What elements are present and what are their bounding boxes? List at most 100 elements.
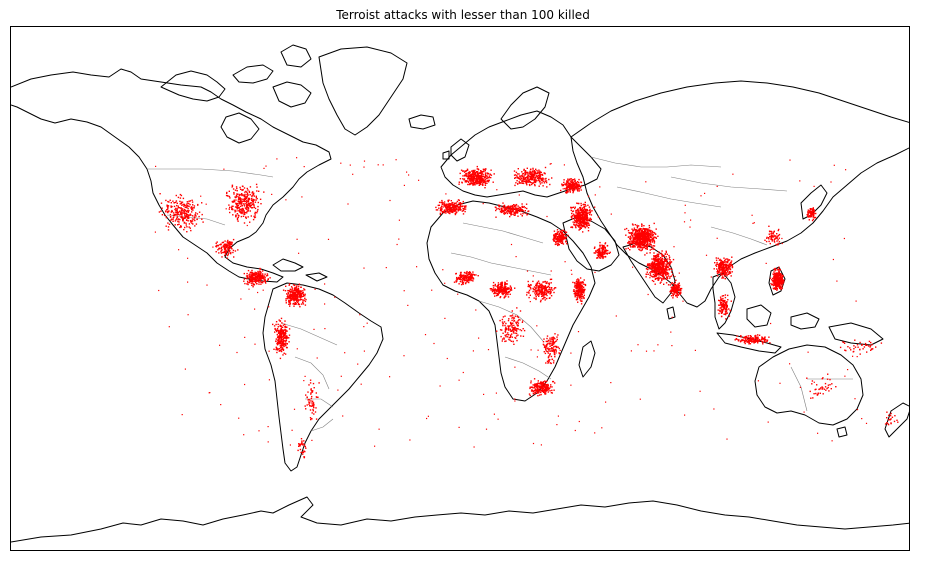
attack-point bbox=[653, 240, 656, 243]
attack-point bbox=[513, 320, 515, 322]
attack-point bbox=[264, 276, 266, 279]
attack-point bbox=[505, 293, 508, 295]
attack-point bbox=[453, 281, 456, 283]
map-frame[interactable] bbox=[10, 26, 910, 551]
attack-point bbox=[576, 283, 579, 286]
attack-point bbox=[539, 285, 541, 287]
attack-point bbox=[518, 173, 520, 175]
attack-point bbox=[482, 175, 484, 177]
attack-point bbox=[311, 412, 313, 414]
attack-point bbox=[246, 280, 249, 283]
attack-point bbox=[529, 387, 531, 390]
attack-point bbox=[248, 198, 250, 201]
attack-point bbox=[544, 166, 547, 169]
attack-point bbox=[471, 170, 473, 172]
attack-point bbox=[650, 243, 652, 246]
attack-point bbox=[251, 284, 253, 286]
attack-point bbox=[581, 212, 584, 214]
attack-point bbox=[575, 187, 577, 190]
attack-point bbox=[295, 298, 297, 300]
attack-point bbox=[509, 315, 511, 317]
attack-point bbox=[634, 233, 636, 235]
attack-point bbox=[644, 247, 647, 250]
attack-point bbox=[529, 171, 531, 173]
attack-point bbox=[256, 277, 259, 279]
attack-point bbox=[297, 300, 300, 302]
attack-point bbox=[466, 276, 469, 278]
attack-point bbox=[300, 290, 303, 292]
attack-point bbox=[477, 173, 479, 175]
attack-point bbox=[258, 276, 261, 278]
attack-point bbox=[583, 219, 586, 221]
attack-point bbox=[510, 340, 512, 342]
attack-point bbox=[507, 296, 510, 298]
attack-point bbox=[598, 253, 601, 255]
attack-point bbox=[503, 213, 506, 215]
attack-point bbox=[166, 205, 168, 207]
attack-point bbox=[542, 389, 544, 391]
attack-point bbox=[158, 211, 161, 213]
attack-point bbox=[248, 281, 251, 284]
attack-point bbox=[284, 329, 287, 331]
attack-point bbox=[463, 271, 466, 274]
attack-point bbox=[176, 204, 178, 207]
attack-point bbox=[496, 285, 498, 288]
attack-point bbox=[582, 231, 584, 233]
attack-point bbox=[532, 393, 535, 395]
attack-point bbox=[584, 223, 586, 225]
attack-point bbox=[252, 286, 254, 288]
attack-point bbox=[305, 394, 307, 396]
attack-point bbox=[567, 183, 569, 185]
attack-point bbox=[202, 221, 204, 223]
attack-point bbox=[579, 185, 581, 188]
attack-point bbox=[452, 207, 454, 210]
attack-point bbox=[540, 288, 542, 291]
attack-point bbox=[460, 203, 462, 205]
attack-point bbox=[469, 175, 471, 177]
attack-point bbox=[544, 392, 546, 394]
attack-point bbox=[293, 299, 295, 302]
attack-point bbox=[545, 391, 547, 393]
attack-point bbox=[545, 385, 547, 387]
attack-point bbox=[436, 209, 439, 211]
attack-point bbox=[466, 168, 469, 170]
attack-point bbox=[588, 212, 590, 214]
attack-point bbox=[584, 288, 586, 291]
attack-point bbox=[508, 318, 510, 320]
attack-point bbox=[482, 181, 485, 184]
attack-point bbox=[607, 252, 609, 254]
attack-point bbox=[245, 201, 248, 204]
attack-point bbox=[572, 281, 574, 284]
attack-point bbox=[548, 387, 550, 389]
attack-point bbox=[571, 179, 574, 181]
attack-point bbox=[511, 319, 513, 322]
attack-point bbox=[186, 231, 188, 233]
attack-point bbox=[193, 207, 195, 209]
attack-point bbox=[545, 349, 547, 351]
attack-point bbox=[309, 379, 312, 381]
attack-point bbox=[304, 295, 306, 297]
attack-point bbox=[534, 385, 536, 387]
attack-point bbox=[262, 276, 265, 278]
attack-point bbox=[226, 244, 228, 247]
attack-point bbox=[516, 180, 518, 182]
attack-point bbox=[240, 199, 242, 201]
attack-point bbox=[230, 251, 232, 254]
attack-point bbox=[551, 343, 553, 345]
attack-point bbox=[580, 293, 582, 296]
attack-point bbox=[545, 388, 548, 390]
attack-point bbox=[179, 210, 181, 212]
attack-point bbox=[190, 214, 192, 216]
attack-point bbox=[573, 219, 576, 221]
attack-point bbox=[463, 278, 465, 281]
attack-point bbox=[264, 281, 266, 283]
attack-point bbox=[529, 294, 531, 296]
attack-point bbox=[512, 327, 514, 329]
world-map bbox=[11, 44, 909, 543]
attack-point bbox=[560, 236, 562, 238]
attack-point bbox=[299, 296, 301, 298]
attack-point bbox=[553, 337, 555, 339]
attack-point bbox=[516, 315, 518, 318]
attack-point bbox=[579, 299, 582, 301]
attack-point bbox=[541, 386, 543, 388]
